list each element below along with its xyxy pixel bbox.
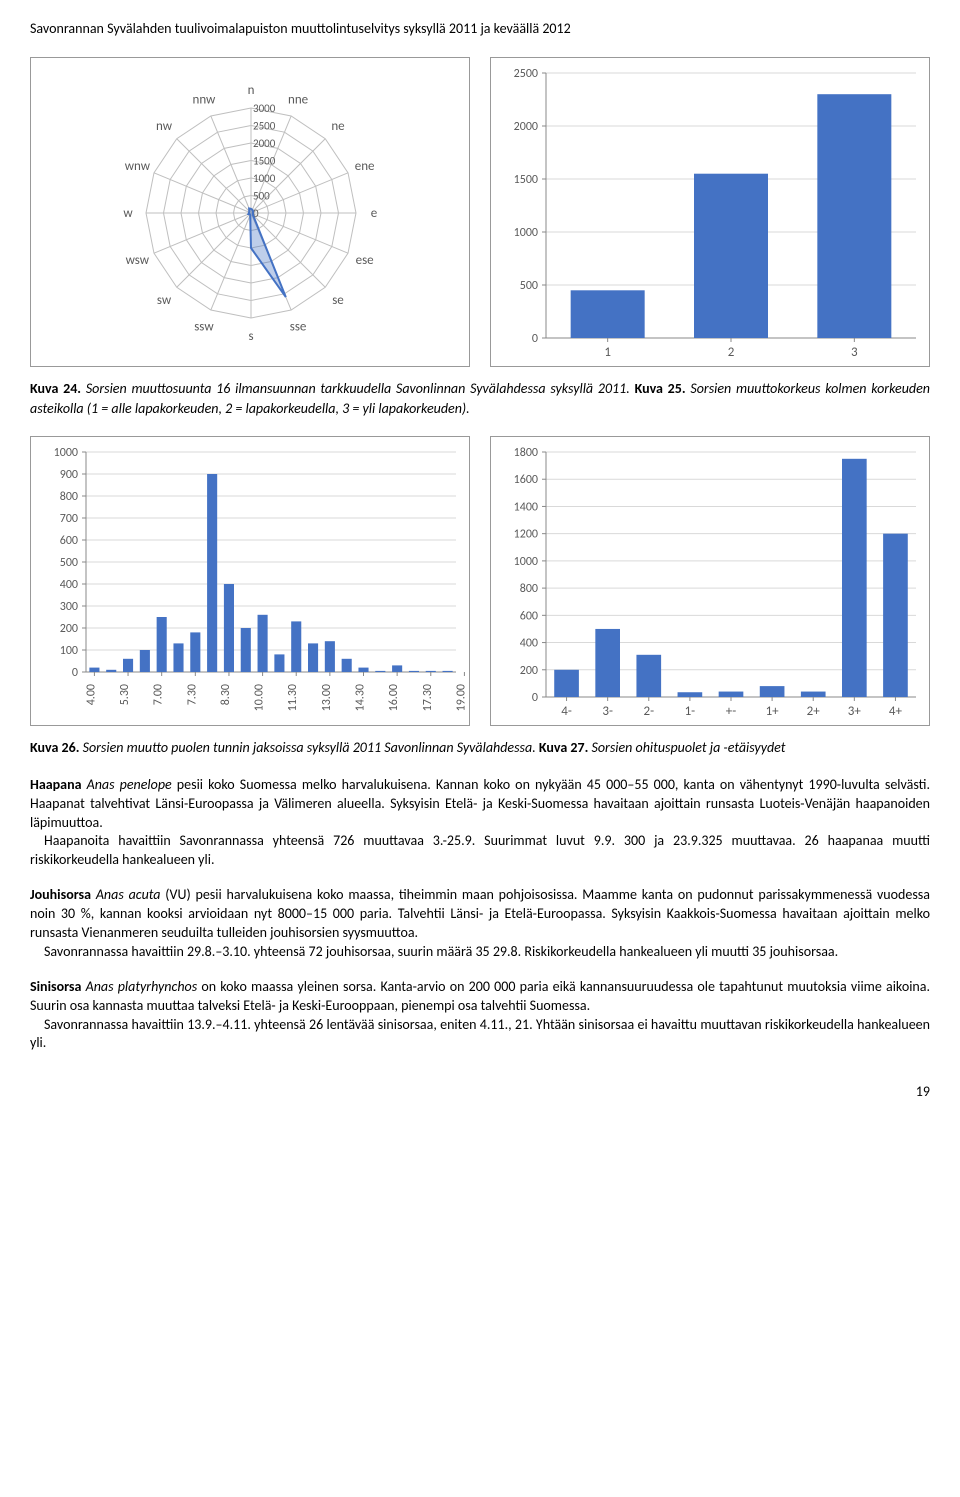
svg-text:1400: 1400 <box>514 501 538 515</box>
svg-text:16.00: 16.00 <box>387 684 401 711</box>
svg-text:2: 2 <box>728 345 735 360</box>
svg-text:1500: 1500 <box>514 173 538 187</box>
page-number: 19 <box>30 1083 930 1100</box>
caption-26-27: Kuva 26. Sorsien muutto puolen tunnin ja… <box>30 738 930 758</box>
svg-text:sse: sse <box>290 320 307 335</box>
svg-text:1500: 1500 <box>253 155 276 168</box>
svg-text:n: n <box>248 83 255 98</box>
svg-text:13.00: 13.00 <box>320 684 334 711</box>
chart-row-1: n nne ne ene e ese se sse s ssw sw wsw w wnw nw nnw 3000… <box>30 57 930 367</box>
svg-text:e: e <box>371 206 377 221</box>
svg-text:100: 100 <box>60 644 78 658</box>
radar-chart: n nne ne ene e ese se sse s ssw sw wsw w wnw nw nnw 3000… <box>30 57 470 367</box>
svg-text:1000: 1000 <box>54 446 78 460</box>
svg-text:2500: 2500 <box>514 67 538 81</box>
svg-text:200: 200 <box>60 622 78 636</box>
svg-text:nnw: nnw <box>192 92 216 107</box>
svg-text:wnw: wnw <box>125 159 151 174</box>
caption-24-25: Kuva 24. Sorsien muuttosuunta 16 ilmansu… <box>30 379 930 418</box>
svg-text:7.00: 7.00 <box>152 684 166 705</box>
svg-text:300: 300 <box>60 600 78 614</box>
svg-text:200: 200 <box>520 664 538 678</box>
svg-text:2+: 2+ <box>807 704 821 719</box>
svg-text:1200: 1200 <box>514 528 538 542</box>
paragraph-sinisorsa: Sinisorsa Anas platyrhynchos on koko maa… <box>30 978 930 1054</box>
bar-chart-distance: 0 200 400 600 800 1000 1200 1400 1600 1800 4- 3- 2- 1… <box>490 436 930 726</box>
svg-text:1: 1 <box>604 345 611 360</box>
svg-text:w: w <box>123 206 133 221</box>
svg-text:3: 3 <box>851 345 858 360</box>
svg-text:17.30: 17.30 <box>421 684 435 711</box>
svg-text:600: 600 <box>60 534 78 548</box>
svg-text:400: 400 <box>60 578 78 592</box>
paragraph-haapana: Haapana Anas penelope pesii koko Suomess… <box>30 776 930 870</box>
svg-text:1000: 1000 <box>514 226 538 240</box>
svg-text:11.30: 11.30 <box>286 684 300 711</box>
svg-text:1800: 1800 <box>514 446 538 460</box>
bar-chart-time: 0 100 200 300 400 500 600 700 800 900 1000 4.00 5.30… <box>30 436 470 726</box>
svg-text:2-: 2- <box>643 704 654 719</box>
svg-text:10.00: 10.00 <box>253 684 267 711</box>
svg-text:1+: 1+ <box>766 704 780 719</box>
svg-text:14.30: 14.30 <box>354 684 368 711</box>
svg-text:900: 900 <box>60 468 78 482</box>
svg-text:4.00: 4.00 <box>84 684 98 705</box>
svg-text:s: s <box>248 329 253 344</box>
svg-text:2000: 2000 <box>253 137 276 150</box>
svg-text:4+: 4+ <box>889 704 903 719</box>
svg-text:se: se <box>332 293 344 308</box>
svg-text:700: 700 <box>60 512 78 526</box>
svg-text:0: 0 <box>532 332 538 346</box>
svg-text:1000: 1000 <box>253 172 276 185</box>
svg-text:ne: ne <box>331 119 344 134</box>
svg-text:ese: ese <box>356 253 374 268</box>
svg-text:0: 0 <box>72 666 78 680</box>
svg-text:ssw: ssw <box>194 320 214 335</box>
chart-row-2: 0 100 200 300 400 500 600 700 800 900 1000 4.00 5.30… <box>30 436 930 726</box>
svg-text:sw: sw <box>157 293 172 308</box>
svg-text:500: 500 <box>520 279 538 293</box>
svg-text:0: 0 <box>532 691 538 705</box>
svg-text:+-: +- <box>726 704 736 719</box>
svg-text:2500: 2500 <box>253 120 276 133</box>
svg-text:19.00: 19.00 <box>454 684 468 711</box>
svg-text:nw: nw <box>156 119 173 134</box>
svg-text:7.30: 7.30 <box>185 684 199 705</box>
svg-text:nne: nne <box>288 92 308 107</box>
svg-text:4-: 4- <box>561 704 572 719</box>
svg-text:600: 600 <box>520 610 538 624</box>
svg-text:1000: 1000 <box>514 555 538 569</box>
svg-text:2000: 2000 <box>514 120 538 134</box>
svg-text:1-: 1- <box>685 704 696 719</box>
svg-text:8.30: 8.30 <box>219 684 233 705</box>
svg-text:400: 400 <box>520 637 538 651</box>
svg-text:3+: 3+ <box>848 704 862 719</box>
page-header: Savonrannan Syvälahden tuulivoimalapuist… <box>30 20 930 37</box>
svg-text:1600: 1600 <box>514 473 538 487</box>
svg-text:3000: 3000 <box>253 102 276 115</box>
svg-text:800: 800 <box>60 490 78 504</box>
svg-text:500: 500 <box>60 556 78 570</box>
svg-text:ene: ene <box>355 159 375 174</box>
svg-text:5.30: 5.30 <box>118 684 132 705</box>
svg-text:3-: 3- <box>602 704 613 719</box>
svg-text:500: 500 <box>253 190 270 203</box>
svg-text:800: 800 <box>520 582 538 596</box>
paragraph-jouhisorsa: Jouhisorsa Anas acuta (VU) pesii harvalu… <box>30 886 930 962</box>
bar-chart-heights: 0 500 1000 1500 2000 2500 1 2 3 <box>490 57 930 367</box>
svg-text:wsw: wsw <box>126 253 150 268</box>
